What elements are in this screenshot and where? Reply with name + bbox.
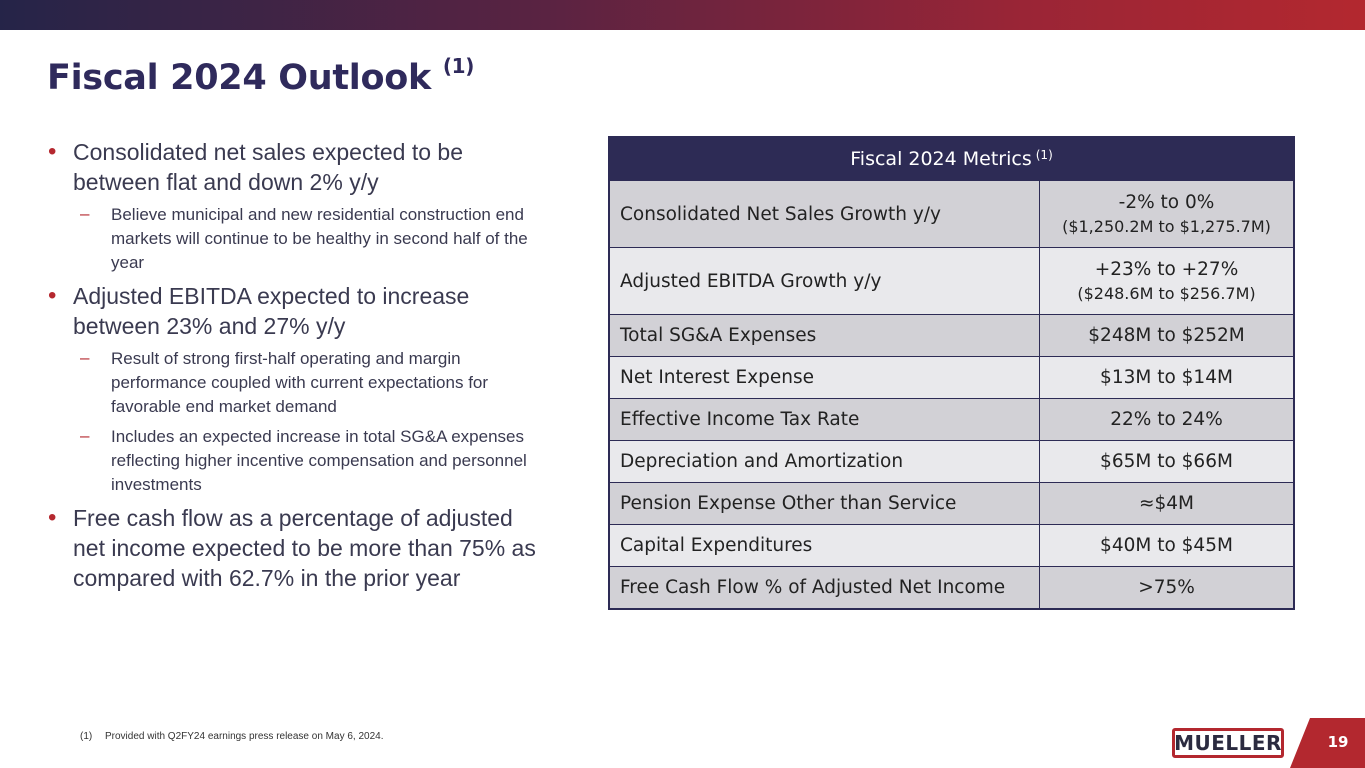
metric-value: 22% to 24%: [1110, 409, 1223, 430]
metric-label: Total SG&A Expenses: [610, 315, 1040, 356]
metrics-table-body: Consolidated Net Sales Growth y/y -2% to …: [610, 180, 1293, 608]
metric-value-cell: ≈$4M: [1040, 483, 1293, 524]
metrics-table-header: Fiscal 2024 Metrics (1): [610, 138, 1293, 180]
metrics-row: Consolidated Net Sales Growth y/y -2% to …: [610, 180, 1293, 247]
metric-label: Pension Expense Other than Service: [610, 483, 1040, 524]
metric-value-cell: +23% to +27% ($248.6M to $256.7M): [1040, 248, 1293, 314]
dash-icon: –: [80, 426, 90, 445]
footnote-text: Provided with Q2FY24 earnings press rele…: [105, 731, 384, 742]
page-number: 19: [1327, 733, 1349, 751]
top-gradient-bar: [0, 0, 1365, 30]
metric-value-cell: >75%: [1040, 567, 1293, 608]
metric-value: +23% to +27%: [1094, 259, 1239, 280]
bullet-dot-icon: •: [48, 504, 57, 531]
sub-bullet-item: – Believe municipal and new residential c…: [48, 203, 548, 275]
metric-value-cell: 22% to 24%: [1040, 399, 1293, 440]
bullet-item: • Consolidated net sales expected to be b…: [48, 137, 548, 197]
metric-value-detail: ($248.6M to $256.7M): [1077, 284, 1256, 303]
metrics-row: Net Interest Expense $13M to $14M: [610, 356, 1293, 398]
bullet-text: Adjusted EBITDA expected to increase bet…: [73, 283, 470, 339]
metric-value: ≈$4M: [1138, 493, 1194, 514]
metrics-table: Fiscal 2024 Metrics (1) Consolidated Net …: [608, 136, 1295, 610]
metric-label: Depreciation and Amortization: [610, 441, 1040, 482]
metrics-row: Total SG&A Expenses $248M to $252M: [610, 314, 1293, 356]
bullet-list: • Consolidated net sales expected to be b…: [48, 137, 548, 599]
bullet-item: • Adjusted EBITDA expected to increase be…: [48, 281, 548, 341]
metric-value-detail: ($1,250.2M to $1,275.7M): [1062, 217, 1271, 236]
metric-value-cell: $65M to $66M: [1040, 441, 1293, 482]
metric-value-cell: $13M to $14M: [1040, 357, 1293, 398]
metrics-row: Pension Expense Other than Service ≈$4M: [610, 482, 1293, 524]
dash-icon: –: [80, 204, 90, 223]
bullet-text: Free cash flow as a percentage of adjust…: [73, 505, 536, 591]
metric-label: Free Cash Flow % of Adjusted Net Income: [610, 567, 1040, 608]
title-footnote-marker: (1): [442, 54, 475, 78]
sub-bullet-text: Result of strong first-half operating an…: [111, 349, 489, 416]
metric-value-cell: -2% to 0% ($1,250.2M to $1,275.7M): [1040, 181, 1293, 247]
page-number-tab: [1290, 718, 1365, 768]
bullet-item: • Free cash flow as a percentage of adjus…: [48, 503, 548, 593]
metric-value: $65M to $66M: [1100, 451, 1233, 472]
metrics-row: Effective Income Tax Rate 22% to 24%: [610, 398, 1293, 440]
metric-label: Net Interest Expense: [610, 357, 1040, 398]
footnote: (1) Provided with Q2FY24 earnings press r…: [80, 731, 384, 742]
footnote-number: (1): [80, 731, 93, 742]
metric-label: Adjusted EBITDA Growth y/y: [610, 248, 1040, 314]
bullet-dot-icon: •: [48, 282, 57, 309]
metric-value: $248M to $252M: [1088, 325, 1245, 346]
metric-value: >75%: [1138, 577, 1195, 598]
sub-bullet-item: – Result of strong first-half operating a…: [48, 347, 548, 419]
metrics-row: Adjusted EBITDA Growth y/y +23% to +27% ($…: [610, 247, 1293, 314]
metric-value: -2% to 0%: [1118, 192, 1215, 213]
metrics-table-header-text: Fiscal 2024 Metrics: [850, 148, 1032, 170]
metrics-row: Capital Expenditures $40M to $45M: [610, 524, 1293, 566]
bullet-text: Consolidated net sales expected to be be…: [73, 139, 463, 195]
page-title: Fiscal 2024 Outlook (1): [47, 54, 474, 98]
sub-bullet-text: Includes an expected increase in total S…: [111, 427, 527, 494]
metrics-header-footnote-marker: (1): [1035, 148, 1053, 162]
metric-value-cell: $40M to $45M: [1040, 525, 1293, 566]
bullet-dot-icon: •: [48, 138, 57, 165]
metrics-row: Depreciation and Amortization $65M to $66…: [610, 440, 1293, 482]
metric-label: Effective Income Tax Rate: [610, 399, 1040, 440]
metric-value-cell: $248M to $252M: [1040, 315, 1293, 356]
logo-text: MUELLER: [1174, 731, 1282, 755]
sub-bullet-item: – Includes an expected increase in total …: [48, 425, 548, 497]
metric-value: $40M to $45M: [1100, 535, 1233, 556]
dash-icon: –: [80, 348, 90, 367]
metric-label: Consolidated Net Sales Growth y/y: [610, 181, 1040, 247]
metrics-row: Free Cash Flow % of Adjusted Net Income >…: [610, 566, 1293, 608]
sub-bullet-text: Believe municipal and new residential co…: [111, 205, 528, 272]
metric-label: Capital Expenditures: [610, 525, 1040, 566]
page-title-text: Fiscal 2024 Outlook: [47, 58, 431, 98]
mueller-logo: MUELLER: [1172, 728, 1284, 758]
metric-value: $13M to $14M: [1100, 367, 1233, 388]
